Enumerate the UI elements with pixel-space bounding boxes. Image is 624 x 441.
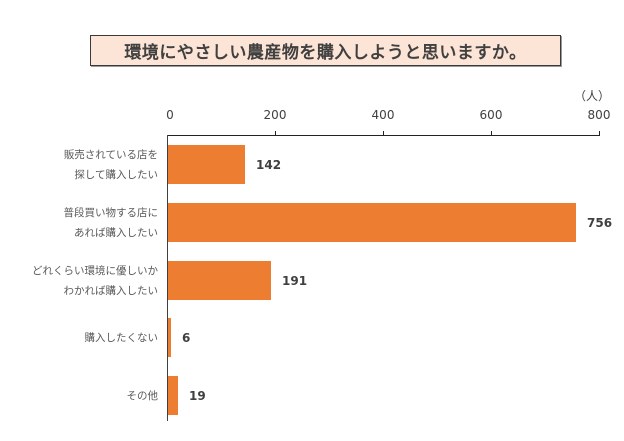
axis-unit-label: （人）: [574, 89, 611, 103]
category-label: どれくらい環境に優しいかわかれば購入したい: [32, 261, 158, 301]
category-label-line: わかれば購入したい: [63, 285, 159, 297]
category-label: 販売されている店を探して購入したい: [64, 145, 158, 185]
x-tick-label: 400: [371, 108, 395, 122]
y-axis-line: [167, 135, 168, 421]
category-label-line: 購入したくない: [84, 332, 159, 344]
x-tick-mark: [383, 131, 384, 136]
bar: [168, 145, 245, 184]
bar-value-label: 19: [189, 389, 206, 403]
bar: [168, 203, 576, 242]
category-label-line: どれくらい環境に優しいか: [32, 265, 158, 277]
category-label: その他: [127, 386, 159, 406]
bar: [168, 318, 171, 357]
category-label: 購入したくない: [85, 328, 159, 348]
x-tick-label: 200: [263, 108, 287, 122]
bar-value-label: 6: [182, 331, 191, 345]
x-tick-mark: [275, 131, 276, 136]
x-tick-mark: [491, 131, 492, 136]
category-label-line: あれば購入したい: [74, 227, 158, 239]
category-label-line: その他: [126, 390, 159, 402]
bar: [168, 376, 178, 415]
category-label-line: 探して購入したい: [74, 169, 158, 181]
x-tick-label: 0: [166, 108, 174, 122]
chart-title: 環境にやさしい農産物を購入しようと思いますか。: [90, 35, 561, 66]
category-label: 普段買い物する店にあれば購入したい: [64, 203, 159, 243]
category-label-line: 普段買い物する店に: [63, 207, 159, 219]
x-tick-mark: [599, 131, 600, 136]
x-tick-label: 800: [587, 108, 611, 122]
category-label-line: 販売されている店を: [63, 149, 158, 161]
bar-value-label: 756: [587, 216, 613, 230]
bar-value-label: 142: [256, 158, 282, 172]
x-tick-label: 600: [479, 108, 503, 122]
bar: [168, 261, 271, 300]
bar-value-label: 191: [282, 274, 308, 288]
